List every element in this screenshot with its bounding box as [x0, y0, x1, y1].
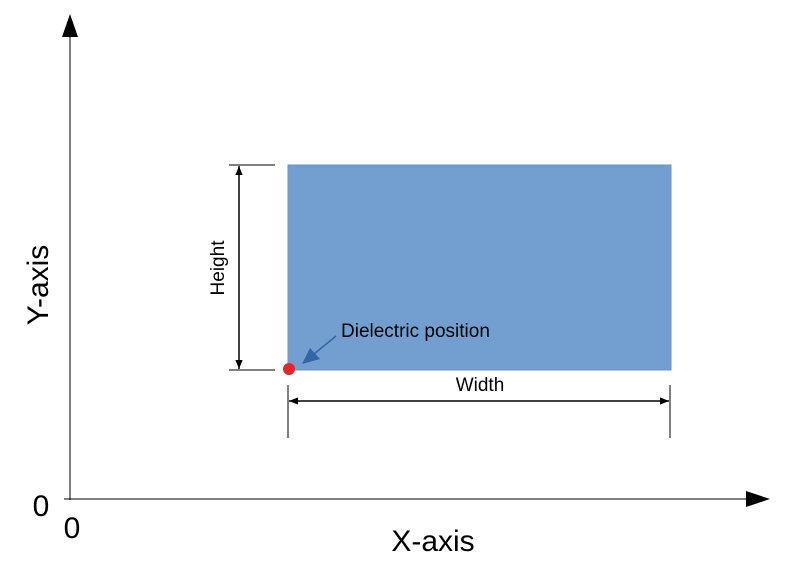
dielectric-position-marker: [283, 363, 295, 375]
height-label: Height: [208, 240, 229, 296]
y-origin-label: 0: [33, 490, 50, 523]
position-pointer-head: [302, 348, 320, 364]
x-origin-label: 0: [64, 512, 81, 545]
dielectric-rectangle: [287, 164, 672, 371]
dielectric-position-label: Dielectric position: [341, 321, 490, 342]
x-axis-label: X-axis: [391, 525, 474, 558]
x-axis-arrowhead: [746, 491, 770, 507]
position-pointer-shaft: [313, 335, 337, 355]
y-axis-arrowhead: [62, 14, 78, 37]
width-label: Width: [456, 375, 505, 396]
y-axis-label: Y-axis: [22, 245, 55, 326]
